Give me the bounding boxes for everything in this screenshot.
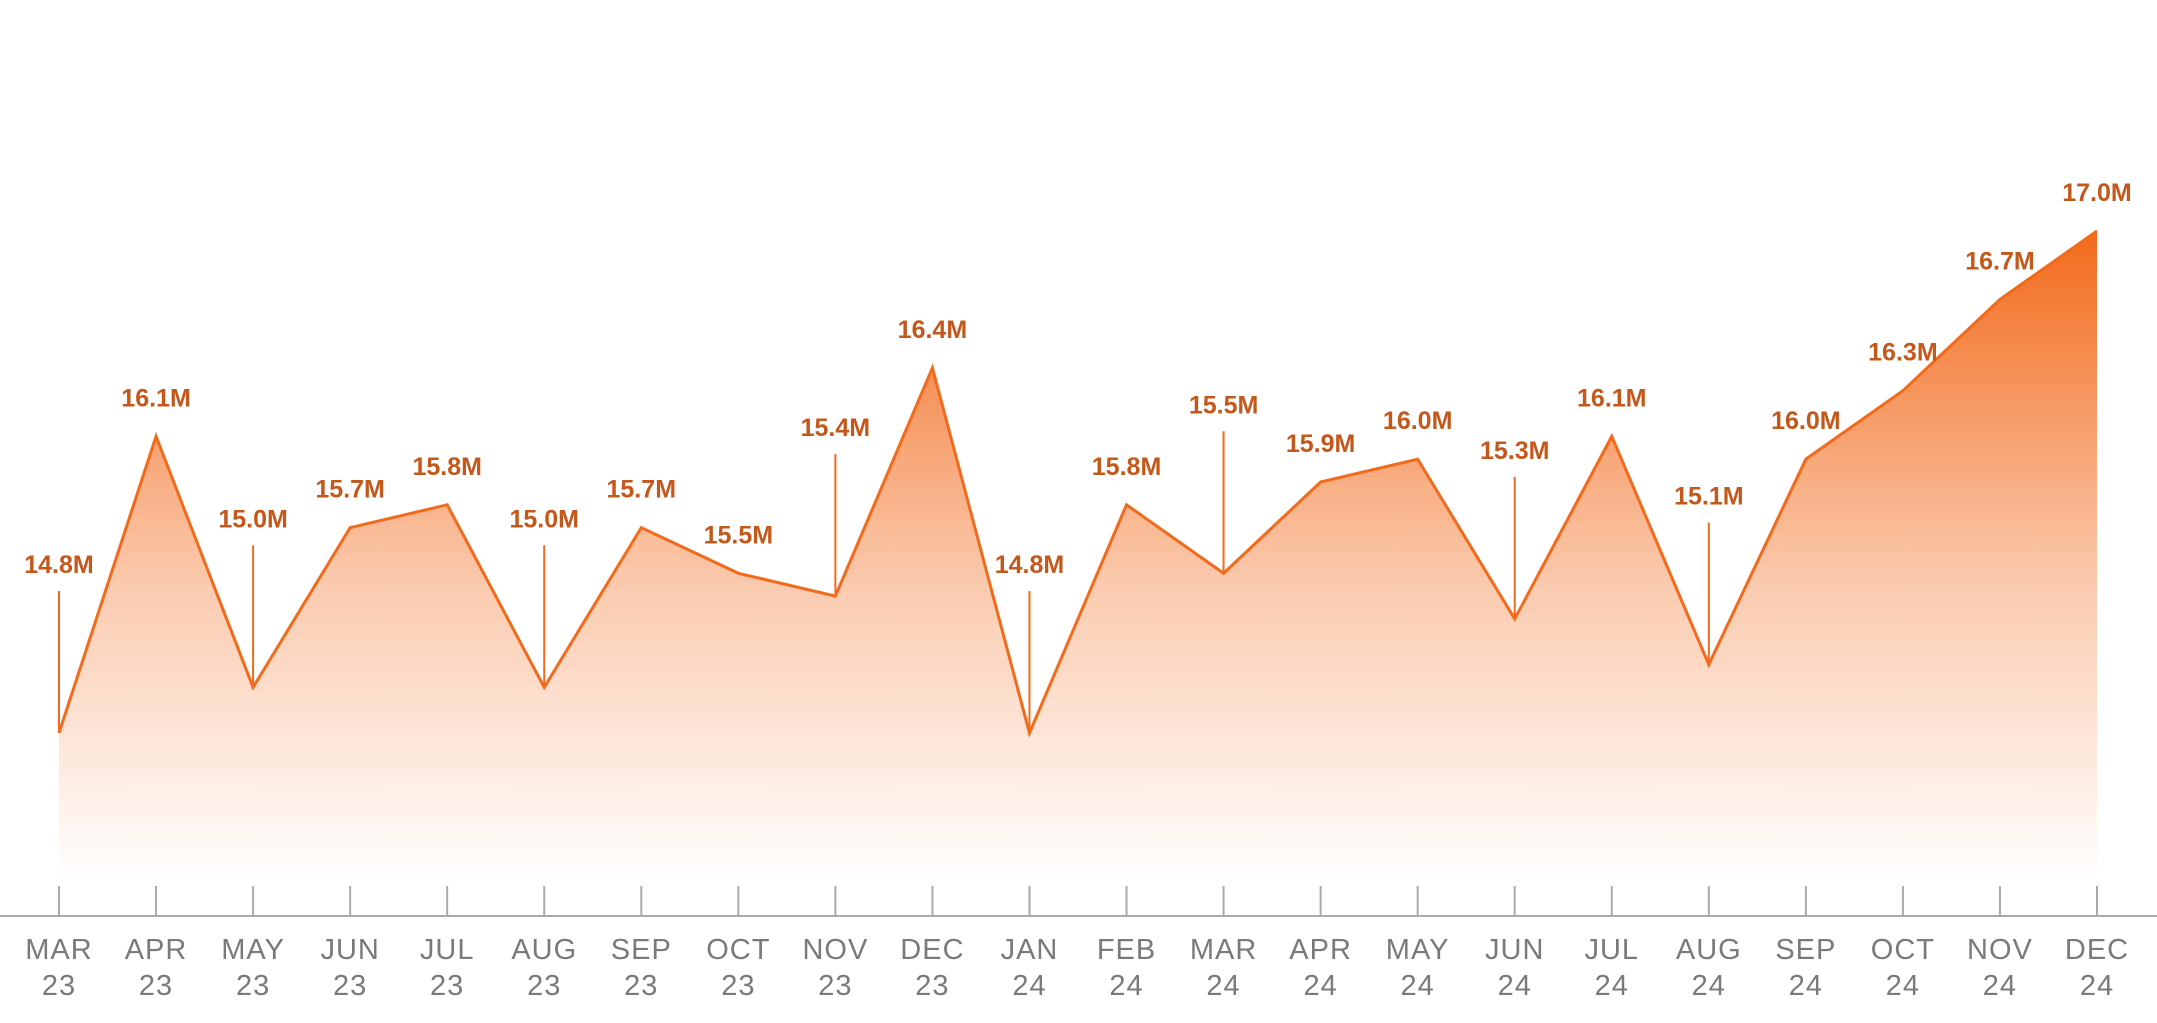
x-tick-label: SEP 23 bbox=[610, 934, 672, 1002]
value-label: 14.8M bbox=[24, 551, 93, 579]
x-tick-label: JUL 24 bbox=[1584, 934, 1640, 1002]
x-tick-label: AUG 23 bbox=[511, 934, 578, 1002]
x-tick-label: MAY 23 bbox=[221, 934, 285, 1002]
x-tick-label: AUG 24 bbox=[1675, 934, 1742, 1002]
x-tick-label: JUL 23 bbox=[419, 934, 475, 1002]
value-label: 16.3M bbox=[1868, 339, 1937, 367]
value-label: 15.8M bbox=[1092, 453, 1161, 481]
x-tick-label: OCT 23 bbox=[706, 934, 771, 1002]
x-tick-label: APR 23 bbox=[124, 934, 188, 1002]
value-label: 16.1M bbox=[1577, 384, 1646, 412]
value-label: 15.8M bbox=[412, 453, 481, 481]
x-tick-label: JAN 24 bbox=[1000, 934, 1059, 1002]
value-label: 16.0M bbox=[1771, 407, 1840, 435]
value-label: 15.1M bbox=[1674, 483, 1743, 511]
value-label: 15.5M bbox=[1189, 391, 1258, 419]
line bbox=[57, 229, 2098, 738]
value-label: 15.5M bbox=[704, 521, 773, 549]
x-tick-label: MAR 23 bbox=[25, 934, 93, 1002]
value-label: 15.4M bbox=[801, 414, 870, 442]
value-label: 16.7M bbox=[1965, 247, 2034, 275]
x-tick-label: MAR 24 bbox=[1189, 934, 1258, 1002]
x-tick-label: NOV 24 bbox=[1967, 934, 2033, 1002]
x-tick-label: DEC 24 bbox=[2064, 934, 2130, 1002]
value-label: 16.4M bbox=[898, 316, 967, 344]
value-label: 16.1M bbox=[121, 384, 190, 412]
x-tick-label: SEP 24 bbox=[1775, 934, 1837, 1002]
x-tick-label: APR 24 bbox=[1289, 934, 1352, 1002]
value-label: 16.0M bbox=[1383, 407, 1452, 435]
value-label: 15.0M bbox=[509, 505, 578, 533]
x-tick-label: MAY 24 bbox=[1385, 934, 1450, 1002]
x-tick-label: FEB 24 bbox=[1096, 934, 1157, 1002]
x-tick-label: NOV 23 bbox=[802, 934, 869, 1002]
value-label: 15.7M bbox=[315, 476, 384, 504]
x-tick-label: JUN 24 bbox=[1485, 934, 1545, 1002]
x-tick-label: OCT 24 bbox=[1870, 934, 1935, 1002]
value-label: 15.0M bbox=[218, 505, 287, 533]
x-tick-label: DEC 23 bbox=[900, 934, 965, 1002]
value-label: 15.3M bbox=[1480, 437, 1549, 465]
value-label: 15.7M bbox=[607, 476, 676, 504]
area-fill bbox=[59, 231, 2097, 880]
value-label: 17.0M bbox=[2062, 179, 2131, 207]
value-label: 15.9M bbox=[1286, 430, 1355, 458]
value-label: 14.8M bbox=[995, 551, 1064, 579]
x-tick-label: JUN 23 bbox=[320, 934, 380, 1002]
